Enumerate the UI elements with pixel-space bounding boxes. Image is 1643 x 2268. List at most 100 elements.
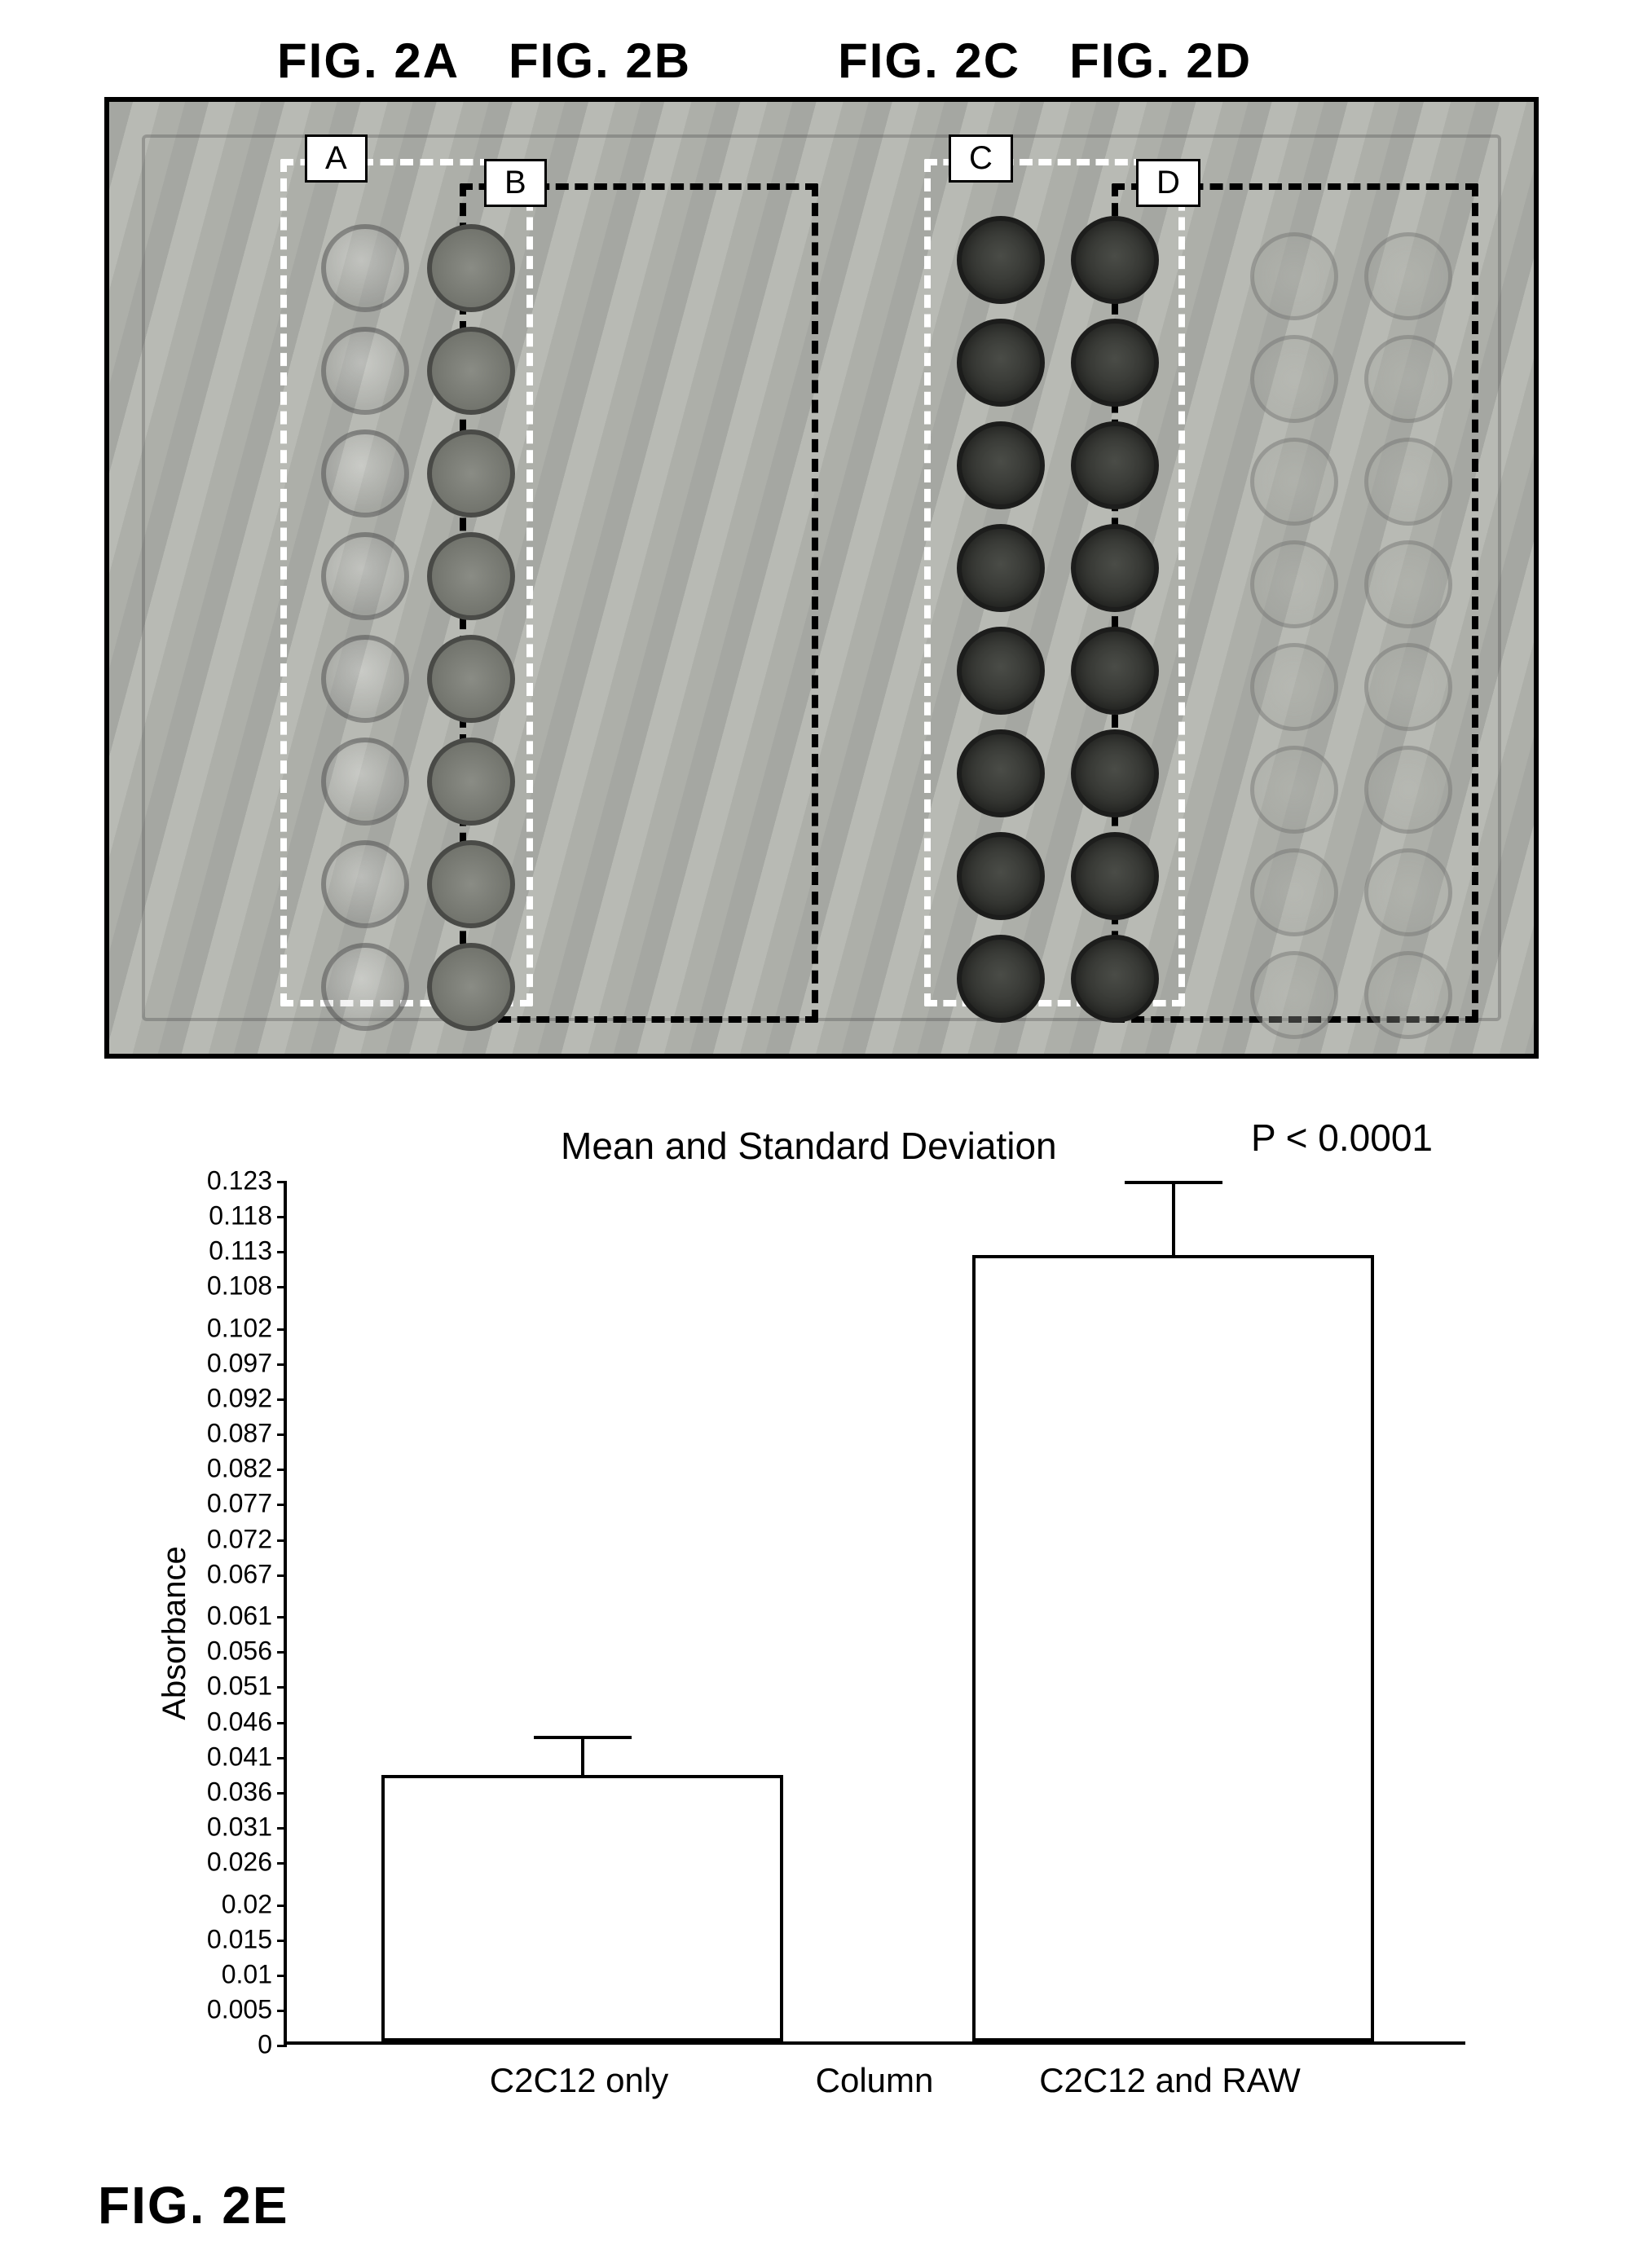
well xyxy=(427,738,515,826)
y-tick-label: 0.005 xyxy=(207,1994,287,2024)
well xyxy=(1250,746,1338,834)
y-tick-label: 0.072 xyxy=(207,1524,287,1554)
bar-0 xyxy=(381,1775,783,2041)
x-category-label: C2C12 only xyxy=(490,2061,668,2100)
well xyxy=(1071,729,1159,817)
well xyxy=(1071,832,1159,920)
region-label-b: B xyxy=(484,159,547,207)
well xyxy=(1071,627,1159,715)
well xyxy=(957,627,1045,715)
y-tick-label: 0.102 xyxy=(207,1313,287,1343)
y-tick-label: 0.123 xyxy=(207,1166,287,1196)
well xyxy=(321,532,409,620)
y-tick-label: 0.051 xyxy=(207,1671,287,1702)
well-column xyxy=(957,216,1045,1023)
y-tick-label: 0.082 xyxy=(207,1454,287,1484)
well xyxy=(1071,319,1159,407)
fig-2d-label: FIG. 2D xyxy=(1069,33,1252,89)
well xyxy=(1250,951,1338,1039)
well xyxy=(1250,848,1338,936)
y-tick-label: 0.041 xyxy=(207,1742,287,1772)
y-tick-label: 0.092 xyxy=(207,1384,287,1414)
error-cap xyxy=(1125,1181,1222,1184)
well xyxy=(1364,438,1452,526)
error-cap xyxy=(534,1736,632,1739)
bar-chart: Mean and Standard Deviation P < 0.0001 A… xyxy=(104,1124,1539,2142)
y-tick-label: 0.026 xyxy=(207,1847,287,1877)
well xyxy=(321,840,409,928)
well xyxy=(957,729,1045,817)
well-column xyxy=(1250,232,1338,1039)
well-column xyxy=(427,224,515,1031)
well xyxy=(321,738,409,826)
region-label-d: D xyxy=(1136,159,1200,207)
well xyxy=(321,327,409,415)
y-tick-label: 0.056 xyxy=(207,1636,287,1667)
well xyxy=(957,524,1045,612)
x-axis-label: Column xyxy=(816,2061,934,2100)
y-tick-label: 0.036 xyxy=(207,1777,287,1807)
y-tick-label: 0.015 xyxy=(207,1924,287,1954)
y-tick-label: 0.118 xyxy=(209,1201,287,1231)
well xyxy=(1071,935,1159,1023)
well xyxy=(1071,216,1159,304)
well xyxy=(1071,421,1159,509)
y-tick-label: 0.067 xyxy=(207,1559,287,1589)
error-bar xyxy=(581,1736,584,1778)
well xyxy=(1364,232,1452,320)
y-tick-label: 0.061 xyxy=(207,1601,287,1632)
well-column xyxy=(1071,216,1159,1023)
plot-area: 00.0050.010.0150.020.0260.0310.0360.0410… xyxy=(284,1181,1465,2045)
well xyxy=(321,224,409,312)
well xyxy=(1250,232,1338,320)
well xyxy=(1364,540,1452,628)
well xyxy=(427,635,515,723)
well xyxy=(427,429,515,517)
p-value-text: P < 0.0001 xyxy=(1251,1116,1433,1160)
y-tick-label: 0.031 xyxy=(207,1812,287,1842)
fig-2e-label: FIG. 2E xyxy=(98,2175,1578,2235)
y-tick-label: 0 xyxy=(258,2030,287,2060)
y-tick-label: 0.108 xyxy=(207,1271,287,1301)
well xyxy=(1071,524,1159,612)
well xyxy=(427,532,515,620)
well xyxy=(427,840,515,928)
well xyxy=(321,943,409,1031)
well xyxy=(957,935,1045,1023)
chart-title: Mean and Standard Deviation xyxy=(561,1124,1057,1168)
figure-labels-row: FIG. 2A FIG. 2B FIG. 2C FIG. 2D xyxy=(65,33,1578,89)
well-column xyxy=(321,224,409,1031)
well xyxy=(957,421,1045,509)
y-tick-label: 0.077 xyxy=(207,1489,287,1519)
y-tick-label: 0.087 xyxy=(207,1419,287,1449)
region-label-a: A xyxy=(305,134,368,183)
fig-2c-label: FIG. 2C xyxy=(838,33,1020,89)
well xyxy=(1364,335,1452,423)
y-tick-label: 0.01 xyxy=(222,1959,287,1989)
well xyxy=(427,943,515,1031)
well xyxy=(1364,643,1452,731)
x-category-label: C2C12 and RAW xyxy=(1039,2061,1301,2100)
y-axis-label: Absorbance xyxy=(156,1546,193,1720)
well-column xyxy=(1364,232,1452,1039)
y-tick-label: 0.113 xyxy=(209,1236,287,1266)
well xyxy=(1364,951,1452,1039)
error-bar xyxy=(1172,1181,1175,1258)
well-plate-image: A B C D xyxy=(104,97,1539,1059)
fig-2b-label: FIG. 2B xyxy=(509,33,691,89)
y-tick-label: 0.02 xyxy=(222,1889,287,1919)
well xyxy=(1364,746,1452,834)
well xyxy=(1250,335,1338,423)
fig-2a-label: FIG. 2A xyxy=(277,33,460,89)
well xyxy=(321,635,409,723)
well xyxy=(427,224,515,312)
y-tick-label: 0.097 xyxy=(207,1349,287,1379)
well xyxy=(1250,643,1338,731)
well xyxy=(427,327,515,415)
y-tick-label: 0.046 xyxy=(207,1707,287,1737)
well xyxy=(1364,848,1452,936)
well xyxy=(957,216,1045,304)
well xyxy=(1250,438,1338,526)
region-label-c: C xyxy=(949,134,1013,183)
well xyxy=(957,832,1045,920)
